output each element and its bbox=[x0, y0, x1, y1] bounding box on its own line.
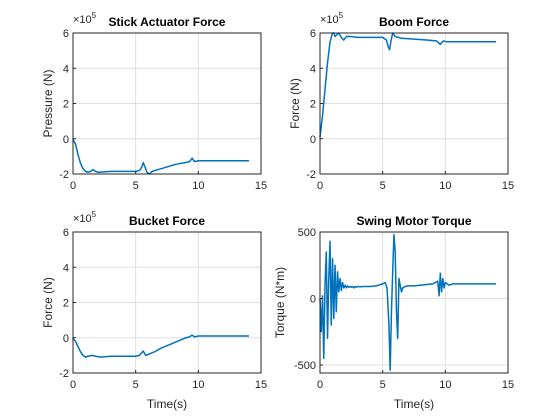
x-tick-label: 5 bbox=[133, 379, 139, 391]
chart-title: Boom Force bbox=[379, 15, 449, 29]
y-tick-labels: -2 0 2 4 6 bbox=[306, 28, 316, 181]
exponent-base: ×10 bbox=[73, 213, 92, 225]
y-tick-label: 6 bbox=[310, 28, 316, 40]
y-tick-label: 2 bbox=[310, 99, 316, 111]
data-lines bbox=[319, 233, 497, 372]
y-tick-label: 2 bbox=[63, 298, 69, 310]
exponent-power: 5 bbox=[339, 11, 344, 20]
y-tick-label: -2 bbox=[59, 368, 69, 380]
y-axis-label: Pressure (N) bbox=[41, 69, 55, 137]
x-tick-label: 10 bbox=[439, 379, 451, 391]
chart-title: Swing Motor Torque bbox=[356, 214, 471, 228]
y-tick-label: 6 bbox=[63, 28, 69, 40]
x-tick-label: 10 bbox=[192, 379, 204, 391]
exponent-label: ×105 bbox=[73, 11, 97, 26]
y-tick-label: 0 bbox=[310, 134, 316, 146]
x-tick-label: 0 bbox=[317, 180, 323, 192]
data-lines bbox=[72, 138, 250, 175]
chart-title: Bucket Force bbox=[129, 214, 205, 228]
x-tick-label: 0 bbox=[317, 379, 323, 391]
series-line bbox=[72, 334, 250, 358]
plot-frame bbox=[72, 231, 262, 374]
x-tick-label: 5 bbox=[380, 379, 386, 391]
exponent-base: ×10 bbox=[73, 14, 92, 26]
y-tick-label: 2 bbox=[63, 99, 69, 111]
y-tick-label: 4 bbox=[63, 262, 69, 274]
exponent-label: ×105 bbox=[320, 11, 344, 26]
x-tick-label: 5 bbox=[133, 180, 139, 192]
x-tick-label: 0 bbox=[70, 180, 76, 192]
y-tick-label: 500 bbox=[298, 227, 316, 239]
x-tick-label: 15 bbox=[502, 180, 514, 192]
x-tick-label: 10 bbox=[439, 180, 451, 192]
y-tick-label: 0 bbox=[63, 134, 69, 146]
y-tick-label: 6 bbox=[63, 227, 69, 239]
y-tick-labels: -2 0 2 4 6 bbox=[59, 28, 69, 181]
x-axis-label: Time(s) bbox=[394, 397, 434, 411]
plot-area bbox=[319, 231, 509, 374]
y-tick-label: -500 bbox=[294, 360, 316, 372]
data-lines bbox=[72, 334, 250, 358]
y-axis-label: Force (N) bbox=[41, 277, 55, 328]
series-line bbox=[319, 233, 497, 372]
y-tick-labels: -2 0 2 4 6 bbox=[59, 227, 69, 380]
series-line bbox=[72, 138, 250, 175]
plot-frame bbox=[319, 231, 509, 374]
x-tick-label: 15 bbox=[502, 379, 514, 391]
x-tick-label: 5 bbox=[380, 180, 386, 192]
y-tick-labels: -500 0 500 bbox=[294, 227, 316, 372]
y-tick-label: 4 bbox=[310, 63, 316, 75]
exponent-label: ×105 bbox=[73, 210, 97, 225]
plot-frame bbox=[319, 32, 509, 175]
exponent-power: 5 bbox=[92, 11, 97, 20]
y-tick-label: 0 bbox=[310, 294, 316, 306]
x-tick-label: 15 bbox=[255, 180, 267, 192]
plot-frame bbox=[72, 32, 262, 175]
exponent-power: 5 bbox=[92, 210, 97, 219]
x-tick-label: 0 bbox=[70, 379, 76, 391]
x-tick-labels: 0 5 10 15 bbox=[317, 379, 514, 391]
y-axis-label: Torque (N*m) bbox=[273, 267, 287, 338]
y-axis-label: Force (N) bbox=[288, 78, 302, 129]
y-tick-label: 4 bbox=[63, 63, 69, 75]
y-tick-label: -2 bbox=[306, 169, 316, 181]
y-tick-label: 0 bbox=[63, 333, 69, 345]
exponent-base: ×10 bbox=[320, 14, 339, 26]
x-tick-labels: 0 5 10 15 bbox=[70, 180, 267, 192]
x-tick-labels: 0 5 10 15 bbox=[317, 180, 514, 192]
x-tick-labels: 0 5 10 15 bbox=[70, 379, 267, 391]
x-axis-label: Time(s) bbox=[147, 397, 187, 411]
x-tick-label: 10 bbox=[192, 180, 204, 192]
chart-title: Stick Actuator Force bbox=[109, 15, 226, 29]
x-tick-label: 15 bbox=[255, 379, 267, 391]
y-tick-label: -2 bbox=[59, 169, 69, 181]
